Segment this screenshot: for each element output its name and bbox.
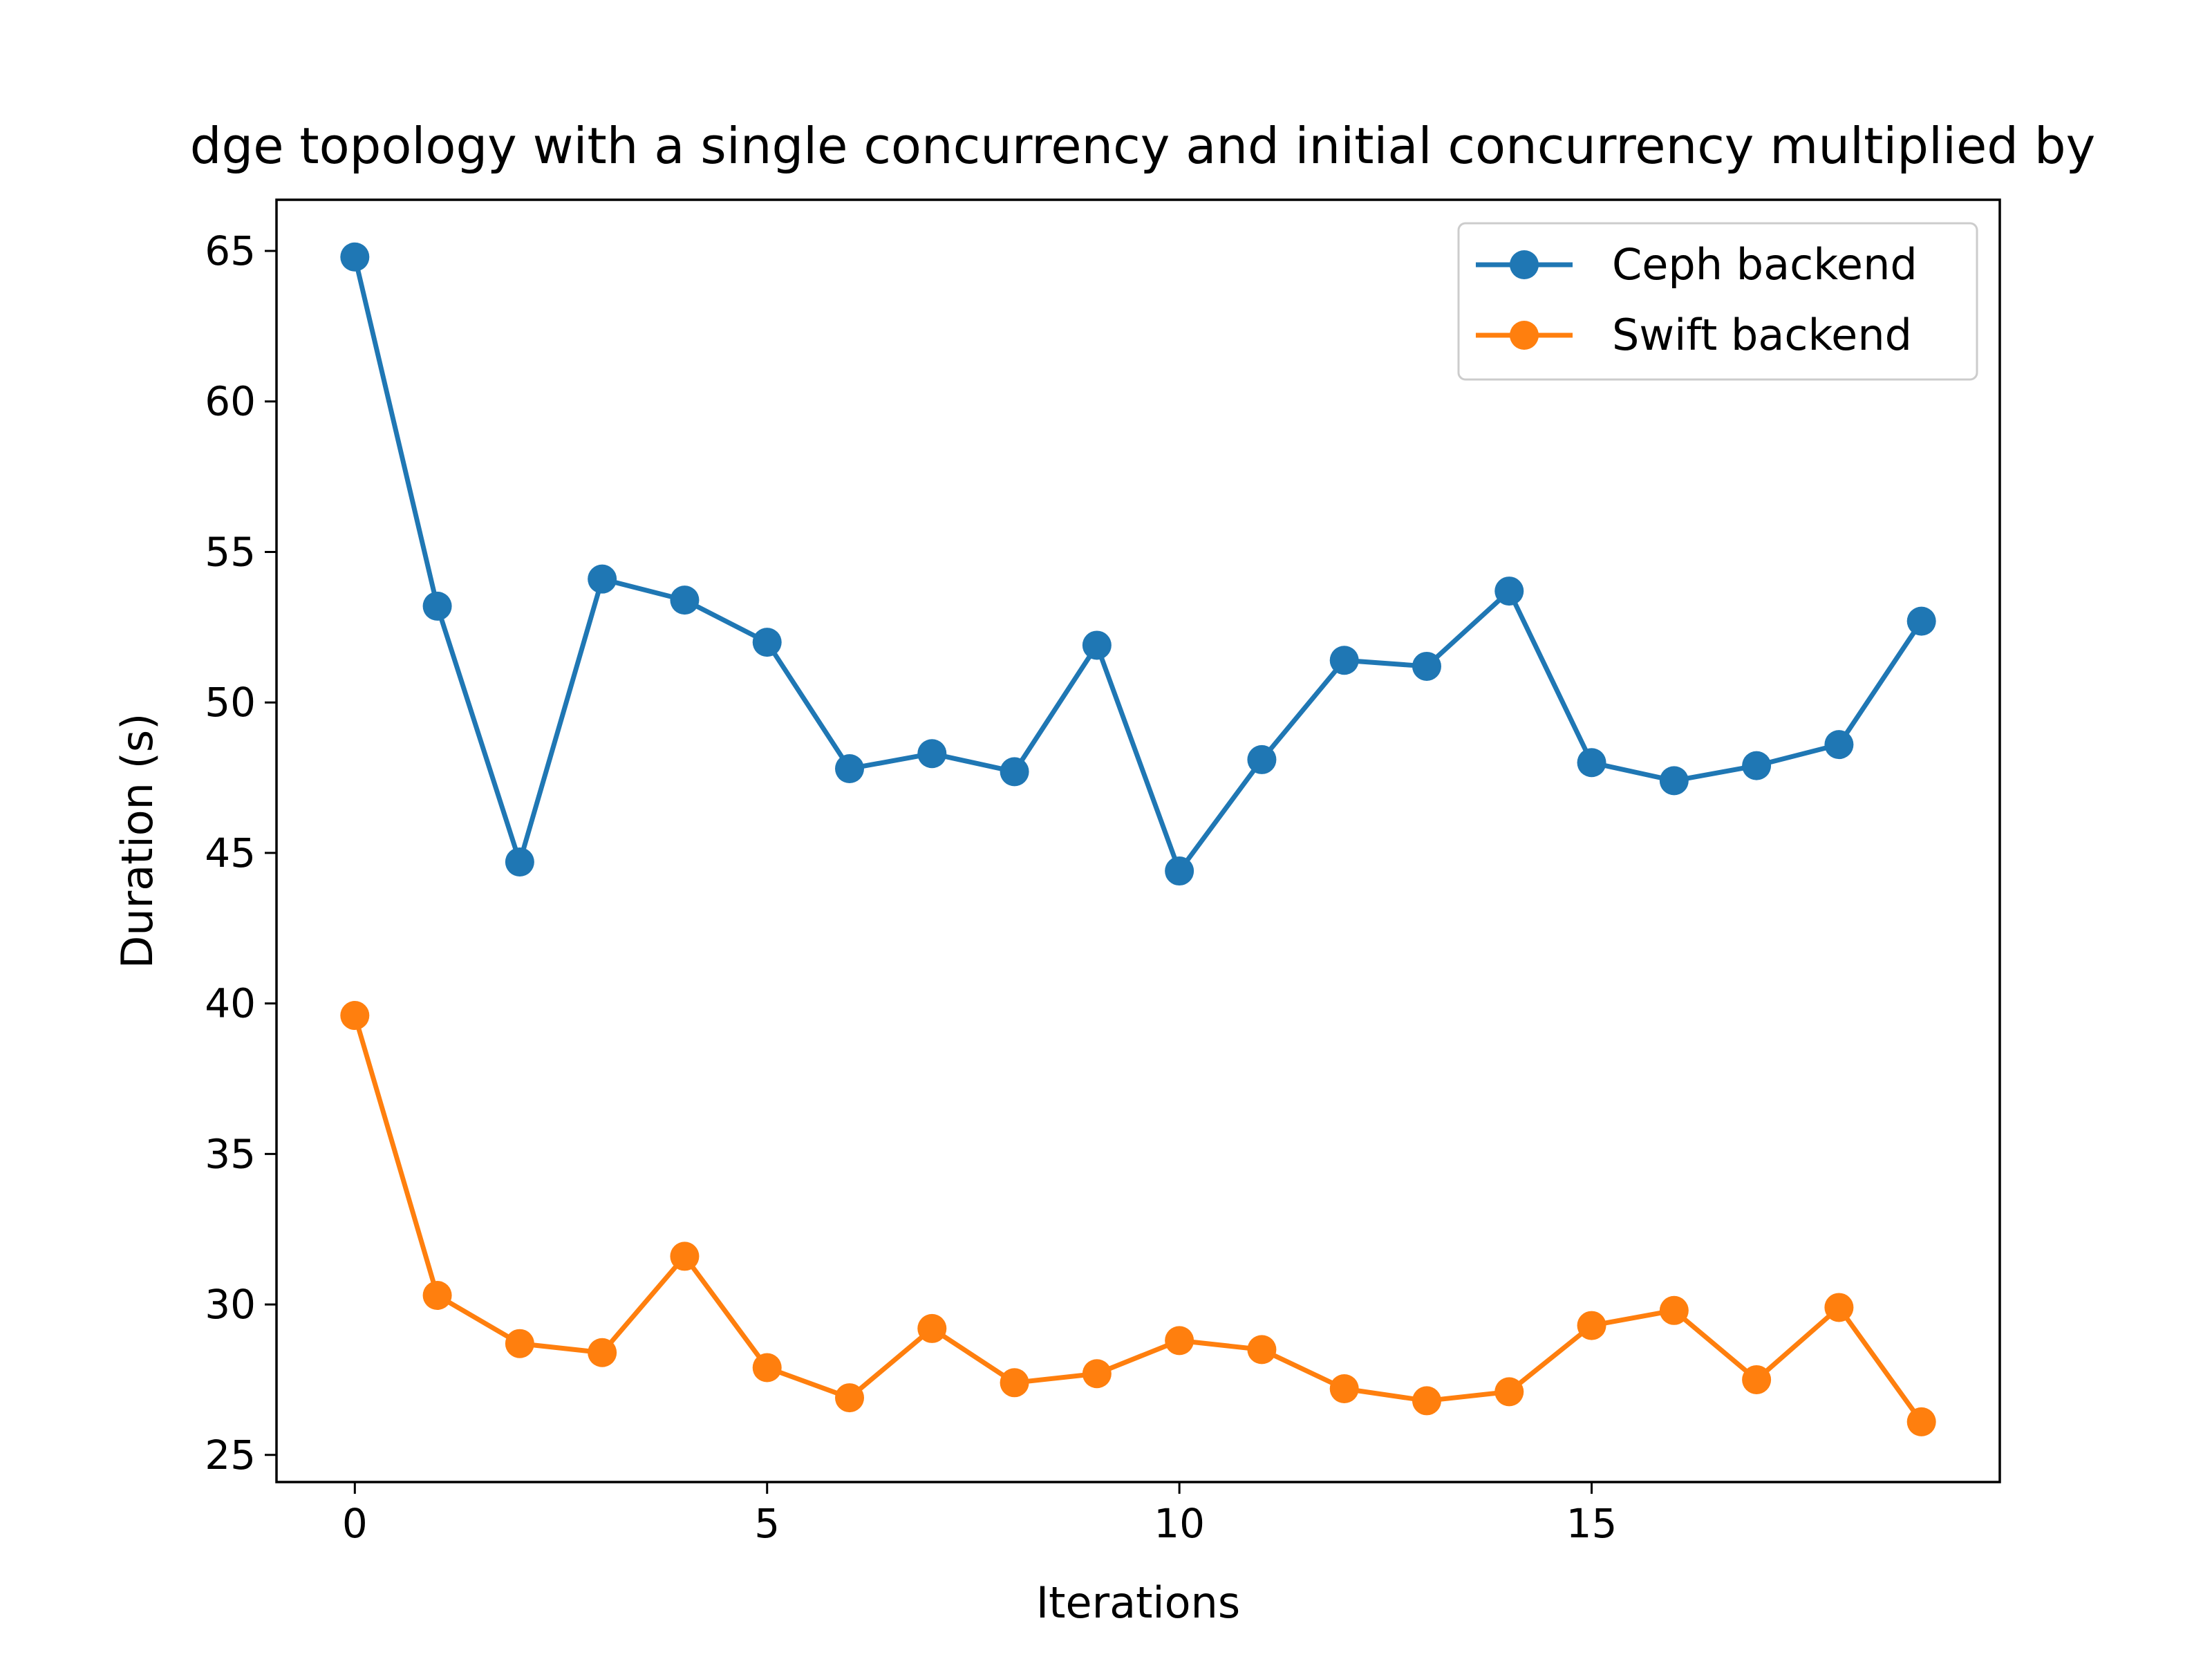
swift-data-point [340,1001,370,1031]
y-axis-label: Duration (s) [112,713,162,969]
y-tick-label: 35 [205,1130,256,1177]
y-tick-label: 55 [205,528,256,575]
ceph-data-point [422,591,452,621]
ceph-data-point [917,739,947,769]
swift-data-point [917,1313,947,1343]
legend-swatch-marker [1510,250,1539,279]
swift-data-point [835,1383,865,1413]
swift-data-point [1742,1365,1772,1394]
ceph-data-point [1000,757,1029,787]
ceph-data-point [1247,744,1277,774]
swift-data-point [1247,1335,1277,1365]
swift-data-point [1906,1407,1936,1436]
swift-data-point [670,1241,700,1271]
y-tick-label: 25 [205,1432,256,1479]
ceph-data-point [670,585,700,615]
x-axis-label: Iterations [1036,1577,1240,1628]
ceph-data-point [835,753,865,783]
swift-data-point [1165,1326,1194,1356]
swift-data-point [1082,1359,1112,1389]
ceph-data-point [1329,646,1359,675]
x-tick-label: 15 [1566,1500,1618,1547]
swift-data-point [1659,1295,1689,1325]
ceph-data-point [1412,651,1441,681]
legend-label: Swift backend [1612,310,1912,360]
swift-data-point [588,1338,617,1367]
swift-data-point [1577,1311,1606,1340]
ceph-data-point [588,564,617,594]
swift-data-point [1329,1374,1359,1404]
ceph-data-point [1742,751,1772,780]
y-tick-label: 40 [205,980,256,1027]
swift-data-point [1494,1377,1524,1407]
x-tick-label: 5 [754,1500,780,1547]
legend-box [1457,222,1978,381]
swift-data-point [1412,1386,1441,1416]
legend-swatch-marker [1510,321,1539,350]
plot-frame [275,198,2001,1483]
y-tick-label: 60 [205,378,256,425]
x-tick-label: 10 [1154,1500,1205,1547]
legend-label: Ceph backend [1612,239,1918,290]
ceph-data-point [1577,748,1606,778]
ceph-data-point [1659,766,1689,796]
ceph-data-point [1494,577,1524,606]
y-tick-label: 45 [205,830,256,877]
ceph-data-point [505,847,534,877]
y-tick-label: 30 [205,1281,256,1328]
ceph-data-point [1906,606,1936,636]
y-tick-label: 65 [205,227,256,274]
swift-data-point [422,1281,452,1311]
ceph-data-point [1165,856,1194,886]
plot-area: 0 5 10 15 25 30 35 40 45 50 55 60 65 Iterations Durati… [112,198,2001,1628]
ceph-data-point [1082,630,1112,660]
x-tick-label: 0 [342,1500,368,1547]
ceph-data-point [1824,730,1854,760]
ceph-data-point [752,628,782,657]
swift-data-point [1824,1293,1854,1322]
swift-data-point [752,1353,782,1382]
y-tick-label: 50 [205,679,256,726]
ceph-data-point [340,242,370,272]
swift-data-point [1000,1368,1029,1398]
swift-data-point [505,1329,534,1358]
chart-title: dge topology with a single concurrency a… [190,117,2095,175]
